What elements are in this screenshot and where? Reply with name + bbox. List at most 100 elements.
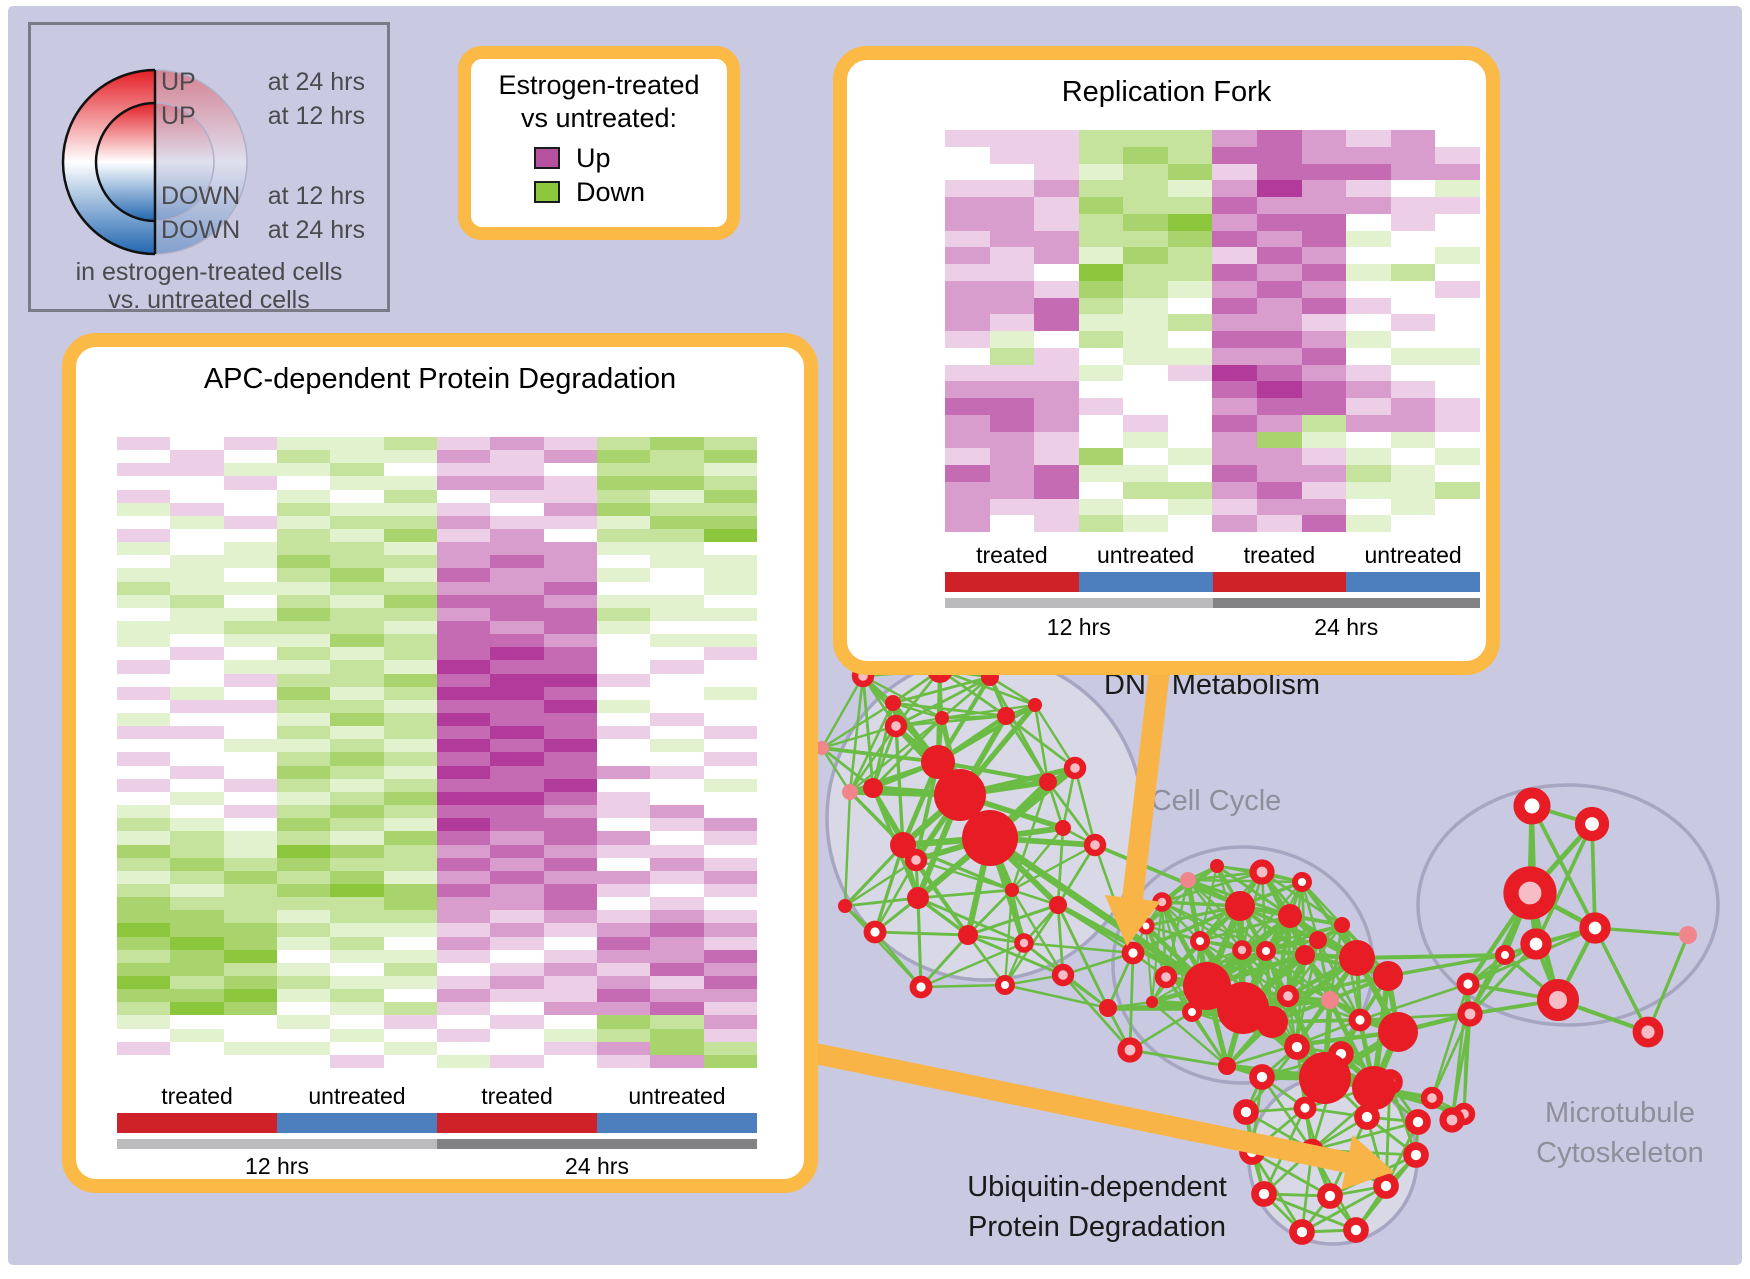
heatmap-cell	[596, 936, 651, 950]
heatmap-cell	[117, 936, 171, 950]
heatmap-cell	[436, 923, 491, 937]
heatmap-cell	[596, 1028, 651, 1042]
heatmap-cell	[223, 739, 277, 753]
heatmap-cell	[383, 962, 437, 976]
heatmap-cell	[543, 739, 597, 753]
heatmap-cell	[1123, 247, 1168, 264]
heatmap-cell	[945, 314, 990, 331]
heatmap-cell	[436, 1002, 491, 1016]
heatmap-cell	[1301, 264, 1347, 281]
heatmap-cell	[383, 726, 437, 740]
heatmap-cell	[1167, 264, 1213, 281]
heatmap-cell	[543, 883, 597, 898]
network-node-gene	[935, 711, 949, 725]
network-node-gene	[1039, 773, 1057, 791]
heatmap-cell	[1212, 364, 1258, 382]
heatmap-cell	[1078, 347, 1124, 365]
heatmap-cell	[703, 699, 757, 714]
heatmap-cell	[1257, 431, 1302, 449]
heatmap-cell	[330, 778, 384, 792]
heatmap-cell	[1301, 515, 1347, 532]
heatmap-cell	[276, 686, 331, 700]
network-node-gene	[1146, 996, 1158, 1008]
heatmap-cell	[543, 450, 597, 464]
heatmap-cell	[117, 660, 171, 674]
network-edge	[1303, 954, 1362, 1021]
heatmap-cell	[1435, 280, 1480, 298]
heatmap-cell	[490, 463, 544, 477]
heatmap-cell	[543, 831, 597, 845]
heatmap-cell	[223, 489, 277, 503]
heatmap-cell	[436, 450, 491, 464]
heatmap-cell	[330, 463, 384, 477]
heatmap-cell	[543, 1002, 597, 1016]
heatmap-cell	[703, 1054, 757, 1068]
heatmap-cell	[436, 515, 491, 530]
heatmap-cell	[650, 949, 704, 963]
estrogen-legend-title: Estrogen-treated vs untreated:	[471, 69, 727, 135]
condition-label: untreated	[308, 1083, 406, 1109]
network-edge	[920, 941, 1025, 989]
network-node-gene	[1256, 941, 1276, 961]
network-edge	[844, 858, 917, 908]
heatmap-cell	[276, 621, 331, 635]
heatmap-cell	[490, 450, 544, 464]
network-edge	[919, 934, 970, 988]
network-edge	[1316, 939, 1362, 1021]
heatmap-cell	[490, 949, 544, 963]
network-edge	[1033, 704, 1077, 769]
heatmap-cell	[1257, 146, 1302, 164]
heatmap-cell	[543, 542, 597, 556]
estrogen-legend-items: Up Down	[471, 141, 727, 209]
heatmap-cell	[170, 883, 224, 898]
condition-bar-segment	[117, 1113, 277, 1133]
heatmap-cell	[276, 437, 331, 451]
heatmap-cell	[1167, 130, 1213, 147]
condition-labels: treated untreated treated untreated	[117, 1083, 757, 1110]
heatmap-cell	[170, 726, 224, 740]
heatmap-cell	[1167, 213, 1213, 231]
heatmap-cell	[703, 450, 757, 464]
heatmap-cell	[330, 594, 384, 608]
heatmap-cell	[1346, 180, 1391, 197]
heatmap-cell	[703, 739, 757, 753]
heatmap-cell	[1167, 414, 1213, 432]
heatmap-cell	[223, 713, 277, 727]
heatmap-cell	[383, 844, 437, 858]
heatmap-cell	[1123, 431, 1168, 449]
heatmap-cell	[1167, 465, 1213, 482]
heatmap-cell	[1078, 314, 1124, 331]
heatmap-cell	[330, 1054, 384, 1068]
heatmap-cell	[703, 1041, 757, 1055]
heatmap-cell	[170, 910, 224, 924]
network-edge	[915, 858, 1013, 892]
heatmap-cell	[436, 857, 491, 871]
heatmap-cell	[1123, 197, 1168, 214]
heatmap-cell	[543, 660, 597, 674]
heatmap-cell	[330, 975, 384, 990]
heatmap-cell	[117, 621, 171, 635]
heatmap-cell	[596, 450, 651, 464]
heatmap-cell	[383, 1028, 437, 1042]
heatmap-cell	[1034, 515, 1079, 532]
heatmap-cell	[1212, 280, 1258, 298]
heatmap-cell	[1301, 197, 1347, 214]
heatmap-cell	[276, 699, 331, 714]
condition-bar-segment	[1346, 572, 1480, 592]
condition-label: untreated	[628, 1083, 726, 1109]
condition-label: treated	[481, 1083, 553, 1109]
heatmap-cell	[276, 778, 331, 792]
network-node-gene	[1028, 698, 1042, 712]
network-edge	[988, 835, 1209, 989]
heatmap-cell	[1078, 297, 1124, 315]
heatmap-cell	[650, 765, 704, 779]
heatmap-cell	[330, 805, 384, 819]
heatmap-cell	[117, 989, 171, 1003]
heatmap-cell	[170, 857, 224, 871]
heatmap-cell	[170, 568, 224, 582]
network-edge	[1287, 974, 1389, 998]
heatmap-cell	[1123, 331, 1168, 348]
estrogen-legend-box: Estrogen-treated vs untreated: Up Down	[458, 46, 740, 240]
heatmap-cell	[490, 555, 544, 569]
